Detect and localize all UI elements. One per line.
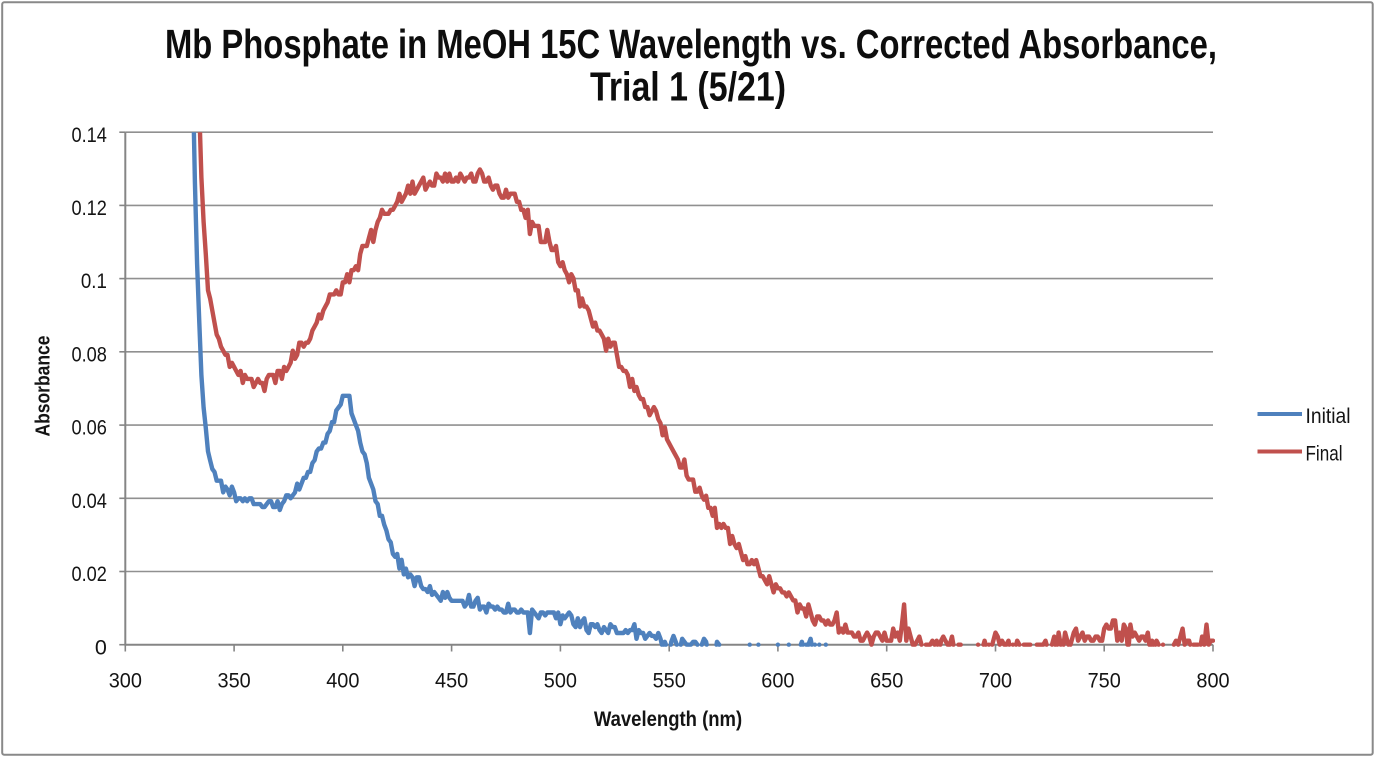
svg-text:0.14: 0.14: [72, 123, 107, 147]
svg-text:350: 350: [218, 668, 251, 692]
svg-text:0.1: 0.1: [81, 269, 107, 293]
svg-text:0.12: 0.12: [72, 196, 107, 220]
svg-text:400: 400: [326, 668, 359, 692]
svg-text:550: 550: [653, 668, 686, 692]
svg-text:0.08: 0.08: [72, 342, 107, 366]
svg-text:450: 450: [435, 668, 468, 692]
svg-text:Initial: Initial: [1306, 405, 1351, 428]
svg-text:750: 750: [1088, 668, 1121, 692]
svg-text:Final: Final: [1306, 443, 1343, 466]
svg-text:0: 0: [95, 635, 107, 659]
svg-text:Wavelength (nm): Wavelength (nm): [594, 707, 742, 731]
svg-text:700: 700: [979, 668, 1012, 692]
svg-text:500: 500: [544, 668, 577, 692]
svg-text:Trial 1 (5/21): Trial 1 (5/21): [590, 63, 786, 109]
svg-text:0.04: 0.04: [72, 489, 107, 513]
svg-text:0.02: 0.02: [72, 562, 107, 586]
svg-text:800: 800: [1196, 668, 1229, 692]
svg-text:600: 600: [761, 668, 794, 692]
svg-text:Absorbance: Absorbance: [32, 336, 55, 437]
svg-text:0.06: 0.06: [72, 416, 107, 440]
svg-text:650: 650: [870, 668, 903, 692]
svg-text:300: 300: [109, 668, 142, 692]
svg-text:Mb Phosphate in MeOH 15C Wavel: Mb Phosphate in MeOH 15C Wavelength vs. …: [165, 21, 1217, 67]
